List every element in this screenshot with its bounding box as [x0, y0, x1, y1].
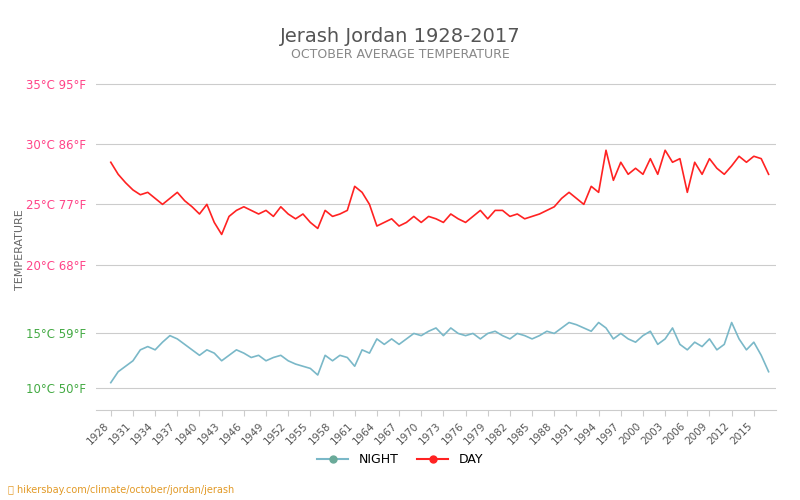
Text: Jerash Jordan 1928-2017: Jerash Jordan 1928-2017: [280, 28, 520, 46]
Text: TEMPERATURE: TEMPERATURE: [15, 210, 25, 290]
Text: OCTOBER AVERAGE TEMPERATURE: OCTOBER AVERAGE TEMPERATURE: [290, 48, 510, 60]
Legend: NIGHT, DAY: NIGHT, DAY: [312, 448, 488, 471]
Text: 🌐 hikersbay.com/climate/october/jordan/jerash: 🌐 hikersbay.com/climate/october/jordan/j…: [8, 485, 234, 495]
